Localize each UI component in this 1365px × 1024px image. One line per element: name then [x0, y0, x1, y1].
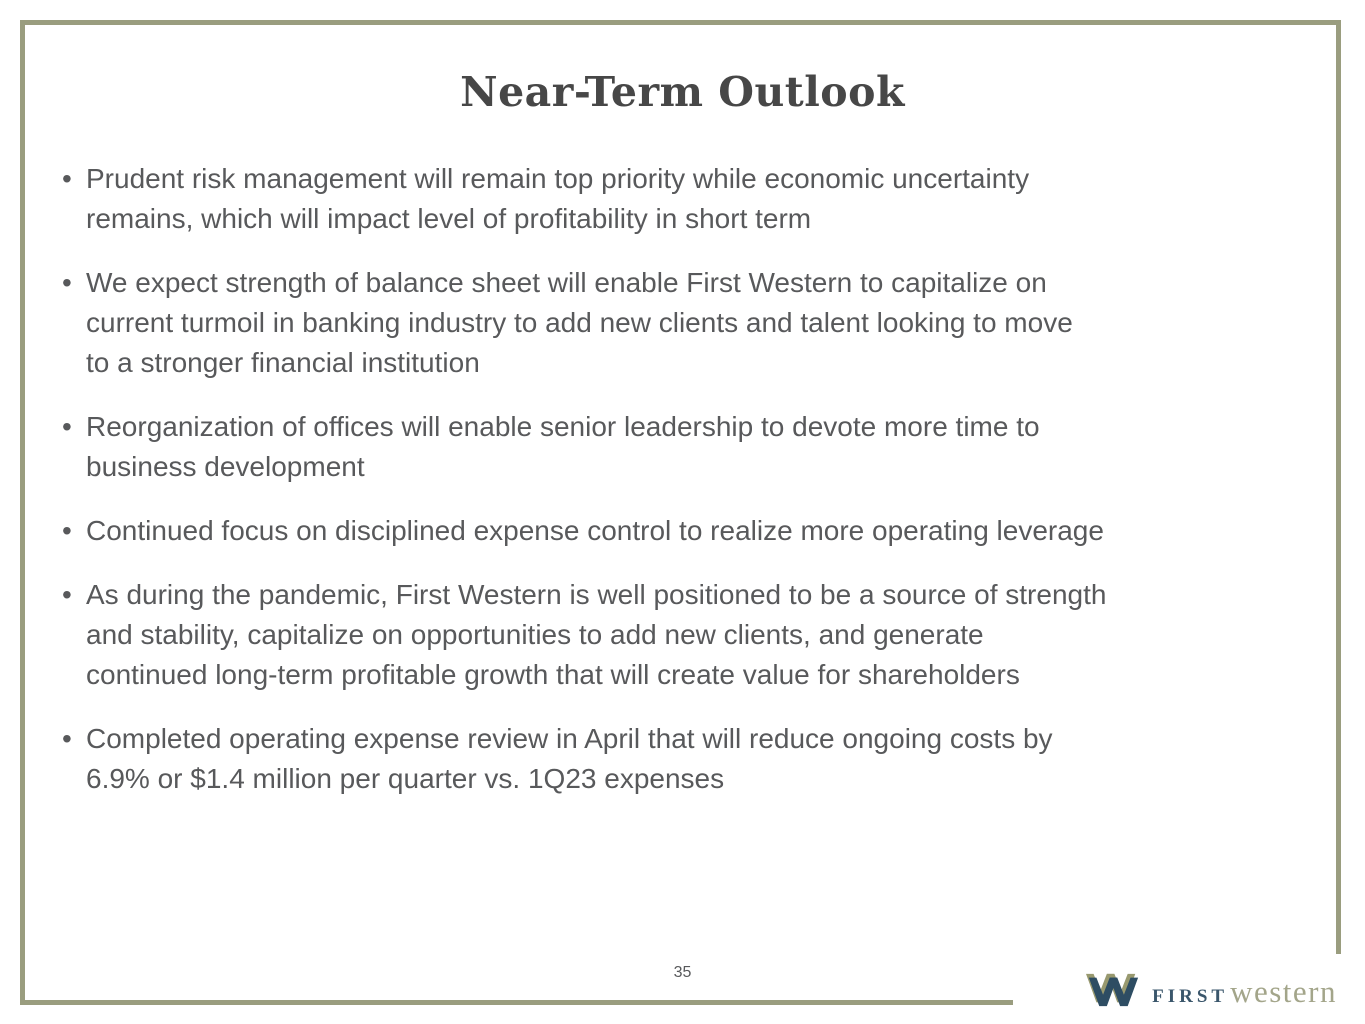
bullet-icon: • — [62, 267, 72, 299]
first-western-w-icon — [1086, 973, 1139, 1007]
logo-text: FIRST western — [1152, 974, 1337, 1010]
bullet-item: • Continued focus on disciplined expense… — [62, 511, 1310, 551]
bullet-list: • Prudent risk management will remain to… — [62, 159, 1310, 799]
logo-first-text: FIRST — [1152, 986, 1229, 1007]
bullet-text: We expect strength of balance sheet will… — [86, 267, 1073, 379]
bullet-item: • Reorganization of offices will enable … — [62, 407, 1310, 487]
first-western-logo: FIRST western — [1086, 973, 1337, 1010]
page-title: Near-Term Outlook — [460, 68, 905, 116]
bullet-item: • Prudent risk management will remain to… — [62, 159, 1310, 239]
bullet-text: Continued focus on disciplined expense c… — [86, 515, 1104, 547]
bullet-text: Reorganization of offices will enable se… — [86, 411, 1040, 483]
bullet-text: Completed operating expense review in Ap… — [86, 723, 1053, 795]
bullet-item: • We expect strength of balance sheet wi… — [62, 263, 1310, 383]
page-number: 35 — [673, 964, 692, 981]
bullet-icon: • — [62, 723, 72, 755]
bullet-icon: • — [62, 411, 72, 443]
logo-western-text: western — [1230, 974, 1337, 1009]
bullet-icon: • — [62, 515, 72, 547]
bullet-text: Prudent risk management will remain top … — [86, 163, 1030, 235]
bullet-text: As during the pandemic, First Western is… — [86, 579, 1107, 691]
bullet-item: • Completed operating expense review in … — [62, 719, 1310, 799]
bullet-item: • As during the pandemic, First Western … — [62, 575, 1310, 695]
bullet-icon: • — [62, 163, 72, 195]
bullet-icon: • — [62, 579, 72, 611]
logo-area: FIRST western — [1013, 954, 1365, 1024]
